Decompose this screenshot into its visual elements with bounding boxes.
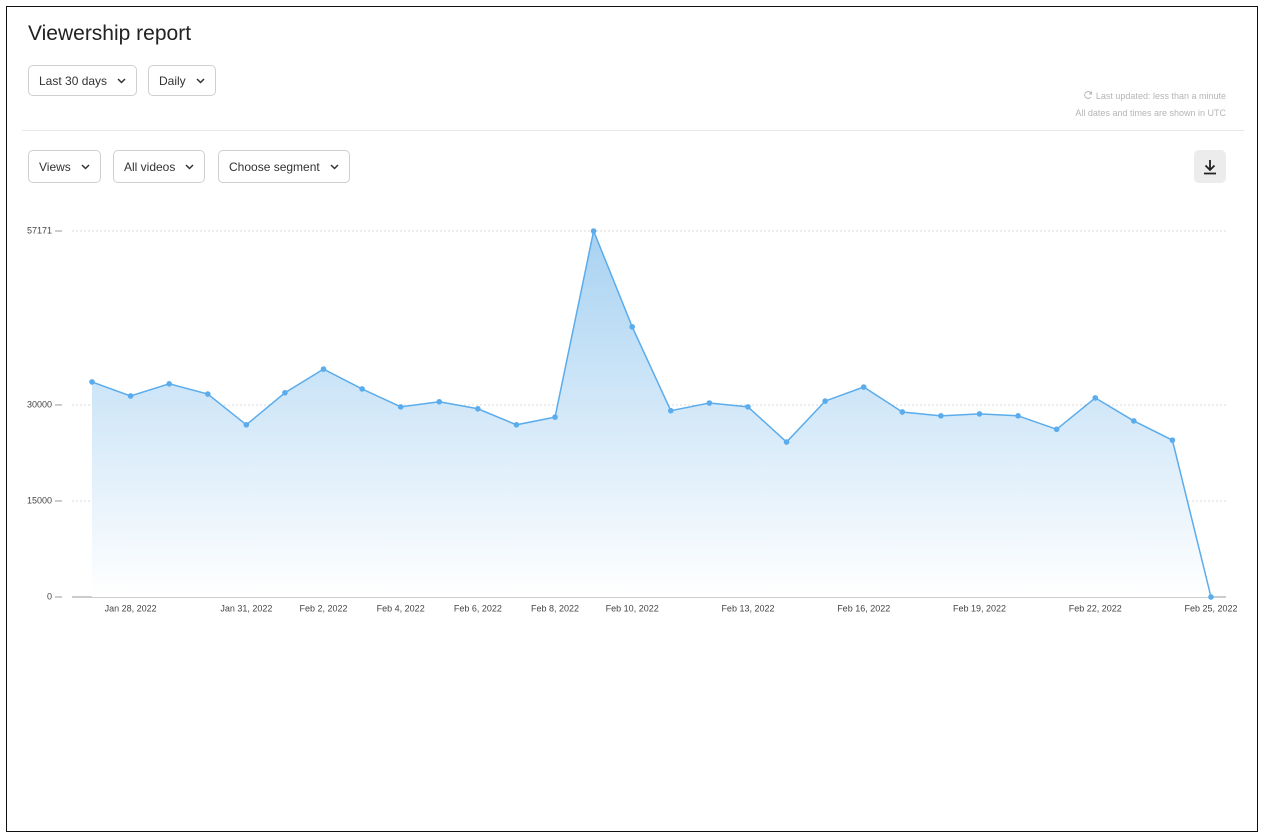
point <box>282 389 288 396</box>
point <box>1208 594 1214 600</box>
point <box>822 398 828 404</box>
dropdown-label: Daily <box>159 73 186 88</box>
x-tick-label: Feb 22, 2022 <box>1069 603 1122 613</box>
dropdown-label: Views <box>39 159 71 174</box>
download-button[interactable] <box>1194 150 1226 183</box>
point <box>204 391 211 397</box>
chevron <box>330 163 339 170</box>
dropdown-label: Last 30 days <box>39 73 108 88</box>
range-dropdown[interactable]: Last 30 days <box>28 65 138 96</box>
point <box>783 439 790 445</box>
x-tick-label: Feb 16, 2022 <box>837 603 890 613</box>
y-tick-label: 57171 <box>27 225 52 235</box>
point <box>976 411 983 417</box>
chevron <box>185 163 194 170</box>
x-tick-label: Feb 8, 2022 <box>531 603 579 613</box>
x-tick-label: Jan 31, 2022 <box>220 603 272 613</box>
x-tick-label: Feb 19, 2022 <box>953 603 1006 613</box>
refresh-icon <box>1084 90 1093 99</box>
point <box>397 404 404 410</box>
area <box>92 231 1211 597</box>
x-tick-label: Feb 2, 2022 <box>299 603 347 613</box>
point <box>436 398 443 405</box>
point <box>166 381 172 387</box>
frame <box>6 6 1258 832</box>
x-tick-label: Feb 6, 2022 <box>454 603 502 613</box>
point <box>590 228 597 234</box>
point <box>745 404 751 410</box>
dropdown-label: All videos <box>124 159 176 174</box>
point <box>938 413 944 419</box>
last-updated-text: Last updated: less than a minute <box>1095 91 1226 101</box>
chevron <box>81 163 90 170</box>
segment-dropdown[interactable]: Choose segment <box>218 150 350 183</box>
point <box>629 324 636 330</box>
point <box>860 384 867 390</box>
point <box>1092 395 1099 401</box>
point <box>1053 426 1060 433</box>
point <box>1015 413 1021 419</box>
point <box>513 421 520 428</box>
x-tick-label: Feb 25, 2022 <box>1184 603 1237 613</box>
video-dropdown[interactable]: All videos <box>113 150 206 183</box>
point <box>127 393 134 399</box>
dropdown-label: Choose segment <box>229 159 320 174</box>
point <box>320 366 327 372</box>
interval-dropdown[interactable]: Daily <box>148 65 216 96</box>
point <box>1169 437 1176 443</box>
page-title: Viewership report <box>28 22 192 45</box>
y-tick-label: 30000 <box>27 399 52 409</box>
x-tick-label: Feb 13, 2022 <box>721 603 774 613</box>
point <box>706 400 713 406</box>
point <box>359 386 365 392</box>
point <box>89 379 95 385</box>
point <box>1131 418 1137 424</box>
point <box>667 407 674 414</box>
point <box>475 405 481 412</box>
last-updated: Last updated: less than a minute <box>1083 90 1226 101</box>
metric-dropdown[interactable]: Views <box>28 150 101 183</box>
x-tick-label: Feb 4, 2022 <box>377 603 425 613</box>
y-tick-label: 0 <box>47 591 52 601</box>
timezone-note: All dates and times are shown in UTC <box>1075 108 1226 118</box>
point <box>552 414 558 420</box>
chevron <box>196 77 205 84</box>
divider <box>22 130 1244 131</box>
x-tick-label: Feb 10, 2022 <box>606 603 659 613</box>
chevron <box>117 77 126 84</box>
line <box>91 228 1212 598</box>
x-tick-label: Jan 28, 2022 <box>105 603 157 613</box>
y-tick-label: 15000 <box>27 495 52 505</box>
download-icon <box>1204 159 1216 174</box>
point <box>243 421 250 428</box>
point <box>899 409 906 415</box>
